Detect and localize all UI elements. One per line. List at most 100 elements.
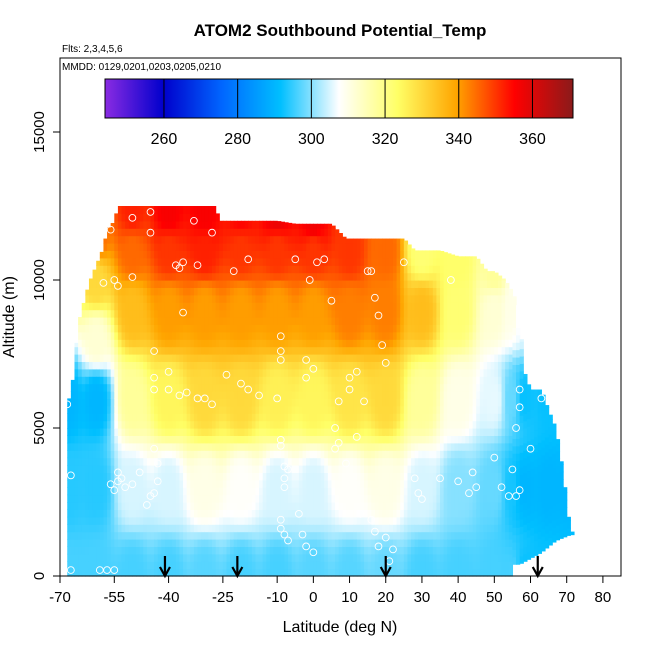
heatmap-cell (313, 280, 318, 288)
heatmap-cell (143, 568, 148, 577)
heatmap-cell (266, 450, 271, 459)
heatmap-cell (110, 257, 115, 266)
heatmap-cell (302, 223, 307, 229)
heatmap-cell (396, 442, 401, 451)
heatmap-cell (450, 516, 456, 525)
heatmap-cell (251, 339, 257, 348)
heatmap-cell (132, 235, 137, 244)
heatmap-cell (85, 479, 90, 488)
heatmap-cell (81, 435, 86, 444)
heatmap-cell (132, 553, 137, 562)
heatmap-cell (295, 398, 300, 407)
heatmap-cell (367, 294, 372, 303)
heatmap-cell (335, 229, 340, 237)
heatmap-cell (382, 361, 387, 370)
heatmap-cell (212, 457, 217, 466)
heatmap-cell (212, 317, 217, 325)
heatmap-cell (226, 420, 231, 429)
heatmap-cell (92, 339, 97, 348)
heatmap-cell (85, 435, 90, 444)
heatmap-cell (331, 272, 336, 281)
heatmap-cell (212, 294, 217, 303)
heatmap-cell (432, 331, 438, 340)
heatmap-cell (320, 368, 325, 377)
heatmap-cell (403, 561, 409, 570)
heatmap-cell (443, 561, 448, 570)
heatmap-cell (360, 568, 365, 577)
heatmap-cell (429, 405, 434, 414)
heatmap-cell (164, 302, 170, 311)
heatmap-cell (168, 420, 173, 429)
heatmap-cell (269, 442, 275, 451)
heatmap-cell (277, 479, 282, 488)
heatmap-cell (349, 302, 354, 311)
heatmap-cell (400, 509, 405, 518)
heatmap-cell (96, 509, 101, 518)
heatmap-cell (251, 257, 257, 266)
heatmap-cell (168, 287, 173, 296)
heatmap-cell (92, 398, 97, 407)
heatmap-cell (411, 494, 416, 503)
heatmap-cell (414, 354, 419, 362)
heatmap-cell (208, 457, 213, 466)
heatmap-cell (364, 391, 369, 399)
heatmap-cell (237, 539, 242, 547)
heatmap-cell (450, 272, 456, 281)
heatmap-cell (418, 487, 423, 496)
heatmap-cell (389, 502, 394, 510)
heatmap-cell (436, 309, 441, 318)
heatmap-cell (288, 428, 293, 436)
heatmap-cell (425, 280, 430, 288)
heatmap-cell (327, 309, 333, 318)
heatmap-cell (215, 294, 220, 303)
heatmap-cell (269, 516, 275, 525)
heatmap-cell (338, 235, 343, 244)
heatmap-cell (143, 220, 148, 229)
heatmap-cell (88, 280, 94, 288)
heatmap-cell (244, 420, 249, 429)
heatmap-cell (392, 465, 398, 473)
heatmap-cell (280, 391, 285, 399)
heatmap-cell (440, 346, 445, 355)
heatmap-cell (92, 553, 97, 562)
heatmap-cell (280, 376, 285, 385)
heatmap-cell (421, 287, 427, 296)
heatmap-cell (371, 250, 376, 259)
heatmap-cell (432, 257, 438, 266)
heatmap-cell (143, 280, 148, 288)
heatmap-cell (88, 509, 94, 518)
heatmap-cell (425, 494, 430, 503)
heatmap-cell (128, 568, 133, 577)
heatmap-cell (212, 324, 217, 333)
heatmap-cell (349, 531, 354, 540)
heatmap-cell (331, 502, 336, 510)
heatmap-cell (78, 413, 83, 422)
heatmap-cell (447, 539, 452, 547)
heatmap-cell (436, 354, 441, 362)
heatmap-cell (269, 376, 275, 385)
heatmap-cell (440, 494, 445, 503)
heatmap-cell (103, 265, 108, 274)
heatmap-cell (248, 494, 253, 503)
heatmap-cell (212, 531, 217, 540)
heatmap-cell (208, 524, 213, 533)
heatmap-cell (447, 287, 452, 296)
heatmap-cell (443, 494, 448, 503)
heatmap-cell (298, 531, 304, 540)
heatmap-cell (418, 479, 423, 488)
heatmap-cell (197, 309, 202, 318)
heatmap-cell (338, 450, 343, 459)
heatmap-cell (143, 561, 148, 570)
heatmap-cell (230, 546, 235, 555)
heatmap-cell (436, 561, 441, 570)
heatmap-cell (309, 368, 314, 377)
heatmap-cell (342, 339, 347, 348)
heatmap-cell (389, 405, 394, 414)
heatmap-cell (240, 398, 246, 407)
heatmap-cell (117, 435, 123, 444)
heatmap-cell (443, 257, 448, 266)
heatmap-cell (338, 368, 343, 377)
heatmap-cell (121, 487, 126, 496)
heatmap-cell (411, 346, 416, 355)
heatmap-cell (233, 457, 238, 466)
